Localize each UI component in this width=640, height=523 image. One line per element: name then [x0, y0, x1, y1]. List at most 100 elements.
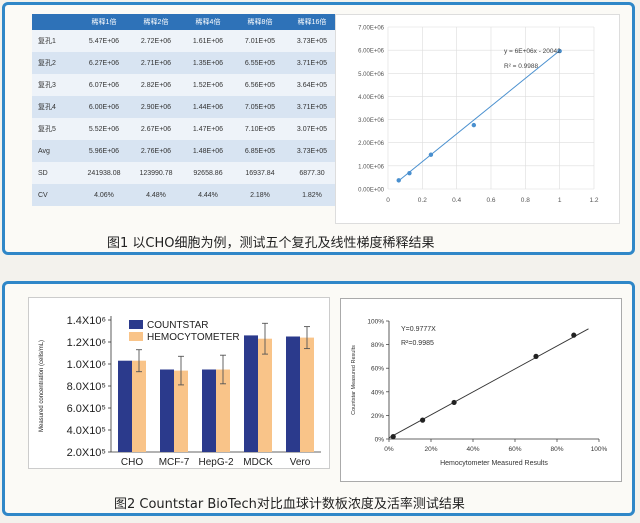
legend-label: COUNTSTAR	[147, 320, 208, 331]
table-cell: 6.27E+06	[78, 52, 130, 74]
bar-countstar	[160, 369, 174, 452]
table-row: 复孔3 6.07E+06 2.82E+06 1.52E+06 6.56E+05 3.64E…	[32, 74, 338, 96]
data-point	[571, 332, 577, 338]
y-tick-label: 80%	[371, 342, 384, 349]
table-cell: 1.52E+06	[182, 74, 234, 96]
table-cell: 1.44E+06	[182, 96, 234, 118]
bar-hemocytometer	[174, 370, 188, 452]
table-cell: 123990.78	[130, 162, 182, 184]
table-cell: 6.85E+05	[234, 140, 286, 162]
y-tick-label: 6.0X10⁵	[67, 403, 106, 415]
table-cell: SD	[32, 162, 78, 184]
x-axis-label: Hemocytometer Measured Results	[440, 460, 548, 467]
y-tick-label: 0.00E+00	[358, 188, 385, 194]
x-tick-label: 80%	[550, 446, 563, 453]
bar-hemocytometer	[258, 338, 272, 452]
x-tick-label: HepG-2	[198, 457, 233, 468]
table-row: CV 4.06% 4.48% 4.44% 2.18% 1.82%	[32, 184, 338, 206]
dilution-linearity-chart: 0.00E+00 1.00E+06 2.00E+06 3.00E+06 4.00E+06…	[335, 14, 620, 224]
table-cell: 7.05E+05	[234, 96, 286, 118]
table-cell: 1.35E+06	[182, 52, 234, 74]
concentration-bar-svg: 2.0X10⁵ 4.0X10⁵ 6.0X10⁵ 8.0X10⁵ 1.0X10⁶ 1.2X1…	[39, 315, 321, 468]
table-cell: 2.82E+06	[130, 74, 182, 96]
table-header-cell: 稀释2倍	[130, 14, 182, 30]
table-cell: 5.47E+06	[78, 30, 130, 52]
bar-countstar	[286, 336, 300, 452]
data-point	[407, 170, 412, 176]
y-tick-label: 1.00E+06	[358, 164, 385, 170]
trendline	[398, 50, 560, 182]
table-header-cell	[32, 14, 78, 30]
legend-label: HEMOCYTOMETER	[147, 332, 240, 343]
y-tick-label: 1.2X10⁶	[67, 337, 106, 349]
table-cell: 4.06%	[78, 184, 130, 206]
y-tick-label: 1.4X10⁶	[67, 315, 106, 327]
data-point	[420, 417, 426, 423]
table-cell: 6.00E+06	[78, 96, 130, 118]
legend-swatch	[129, 332, 143, 341]
table-cell: 复孔5	[32, 118, 78, 140]
data-point	[396, 178, 401, 183]
bar-hemocytometer	[300, 337, 314, 452]
table-cell: 1.82%	[286, 184, 338, 206]
y-tick-label: 2.0X10⁵	[67, 447, 106, 459]
data-point	[390, 434, 396, 440]
legend-swatch	[129, 320, 143, 329]
figure1-caption: 图1 以CHO细胞为例，测试五个复孔及线性梯度稀释结果	[107, 236, 435, 251]
table-cell: 3.64E+05	[286, 74, 338, 96]
x-tick-label: 1.2	[589, 197, 598, 204]
y-tick-label: 7.00E+06	[358, 26, 385, 32]
table-header-row: 稀释1倍 稀释2倍 稀释4倍 稀释8倍 稀释16倍	[32, 14, 338, 30]
table-header-cell: 稀释1倍	[78, 14, 130, 30]
data-point	[557, 48, 562, 54]
equation-label: y = 6E+06x - 20042	[504, 48, 561, 55]
table-cell: 2.67E+06	[130, 118, 182, 140]
data-point	[451, 399, 457, 406]
table-row: 复孔2 6.27E+06 2.71E+06 1.35E+06 6.55E+05 3.71E…	[32, 52, 338, 74]
table-cell: 7.10E+05	[234, 118, 286, 140]
x-tick-label: CHO	[121, 457, 143, 468]
table-cell: Avg	[32, 140, 78, 162]
y-tick-label: 4.0X10⁵	[67, 425, 106, 437]
replicate-table: 稀释1倍 稀释2倍 稀释4倍 稀释8倍 稀释16倍 复孔1 5.47E+06 2.72E+0…	[32, 14, 338, 206]
table-header-cell: 稀释4倍	[182, 14, 234, 30]
table-cell: 1.48E+06	[182, 140, 234, 162]
bar-hemocytometer	[216, 369, 230, 452]
y-tick-label: 8.0X10⁵	[67, 381, 106, 393]
table-cell: 6.55E+05	[234, 52, 286, 74]
table-cell: 6.07E+06	[78, 74, 130, 96]
y-tick-label: 60%	[371, 366, 384, 373]
y-tick-label: 3.00E+06	[358, 118, 385, 124]
table-cell: 3.71E+05	[286, 96, 338, 118]
y-axis-label: Countstar Measured Results	[351, 345, 357, 415]
table-row: 复孔5 5.52E+06 2.67E+06 1.47E+06 7.10E+05 3.07E…	[32, 118, 338, 140]
table-cell: 4.48%	[130, 184, 182, 206]
table-cell: 4.44%	[182, 184, 234, 206]
table-cell: 241938.08	[78, 162, 130, 184]
bar-countstar	[202, 369, 216, 452]
x-tick-label: 60%	[508, 446, 521, 453]
x-tick-label: 0.8	[521, 197, 530, 204]
table-cell: 6.56E+05	[234, 74, 286, 96]
y-tick-label: 1.0X10⁶	[67, 359, 106, 371]
table-header-cell: 稀释16倍	[286, 14, 338, 30]
table-cell: 3.73E+05	[286, 30, 338, 52]
data-point	[471, 122, 477, 128]
table-cell: 1.61E+06	[182, 30, 234, 52]
table-row: Avg 5.96E+06 2.76E+06 1.48E+06 6.85E+05 3.73E…	[32, 140, 338, 162]
table-cell: 1.47E+06	[182, 118, 234, 140]
y-tick-label: 20%	[371, 413, 384, 420]
y-tick-label: 0%	[375, 437, 385, 444]
x-tick-label: 0.6	[486, 197, 495, 204]
table-cell: 5.52E+06	[78, 118, 130, 140]
table-cell: 复孔3	[32, 74, 78, 96]
table-cell: 2.72E+06	[130, 30, 182, 52]
y-tick-label: 40%	[371, 389, 384, 396]
table-cell: 3.73E+05	[286, 140, 338, 162]
table-cell: 3.07E+05	[286, 118, 338, 140]
y-tick-label: 4.00E+06	[358, 95, 385, 101]
y-axis-label: Measured concentration (cells/mL)	[39, 340, 45, 432]
data-point	[533, 353, 539, 359]
x-tick-label: 20%	[424, 446, 437, 453]
table-cell: 复孔4	[32, 96, 78, 118]
